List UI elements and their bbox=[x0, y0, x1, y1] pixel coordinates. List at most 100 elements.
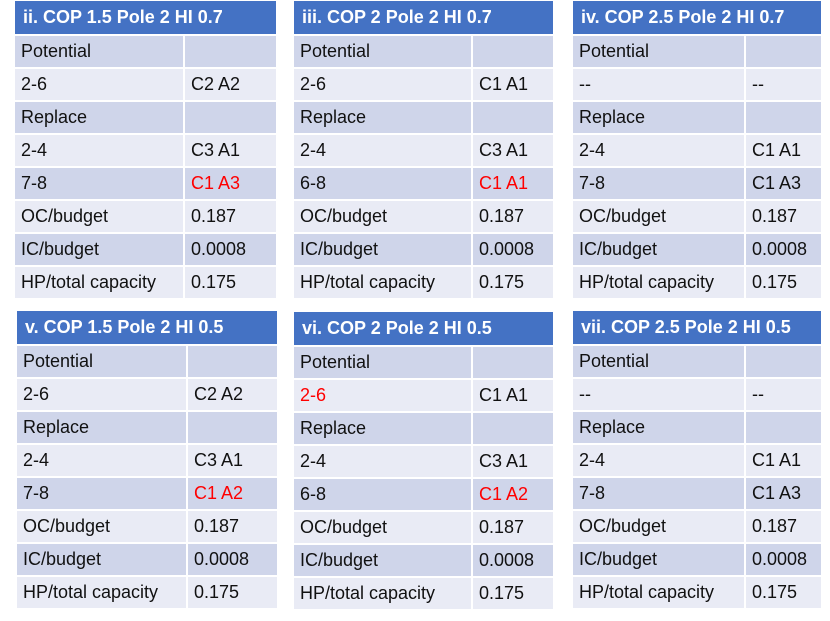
table-ii: ii. COP 1.5 Pole 2 HI 0.7 Potential 2-6 C… bbox=[15, 1, 276, 300]
row-label: Replace bbox=[294, 412, 473, 446]
row-label: 7-8 bbox=[573, 167, 746, 201]
table-title: ii. COP 1.5 Pole 2 HI 0.7 bbox=[15, 1, 276, 36]
row-value: C1 A3 bbox=[745, 167, 821, 201]
row-label: 2-4 bbox=[294, 134, 473, 168]
row-label: OC/budget bbox=[573, 200, 746, 234]
row-label: Potential bbox=[294, 35, 473, 69]
row-value: -- bbox=[745, 68, 821, 102]
row-label: IC/budget bbox=[294, 544, 473, 578]
row-label: IC/budget bbox=[17, 543, 188, 577]
table-vi: vi. COP 2 Pole 2 HI 0.5 Potential 2-6 C1 … bbox=[294, 312, 553, 611]
row-value bbox=[472, 35, 553, 69]
table-v: v. COP 1.5 Pole 2 HI 0.5 Potential 2-6 C2… bbox=[17, 311, 277, 610]
row-label: 2-4 bbox=[15, 134, 185, 168]
row-value: C1 A1 bbox=[745, 444, 821, 478]
row-label: IC/budget bbox=[573, 543, 746, 577]
row-value: C3 A1 bbox=[187, 444, 277, 478]
row-label: IC/budget bbox=[15, 233, 185, 267]
row-value: 0.187 bbox=[472, 200, 553, 234]
row-label: 6-8 bbox=[294, 167, 473, 201]
row-label: OC/budget bbox=[294, 511, 473, 545]
row-value-highlighted: C1 A2 bbox=[187, 477, 277, 511]
row-label: HP/total capacity bbox=[294, 577, 473, 611]
row-label: 2-4 bbox=[573, 444, 746, 478]
row-label: 2-4 bbox=[17, 444, 188, 478]
row-label: Potential bbox=[573, 345, 746, 379]
row-label: 7-8 bbox=[15, 167, 185, 201]
row-value: 0.175 bbox=[745, 576, 821, 610]
row-label: OC/budget bbox=[573, 510, 746, 544]
row-label: HP/total capacity bbox=[294, 266, 473, 300]
row-value: 0.175 bbox=[745, 266, 821, 300]
row-label: Replace bbox=[573, 411, 746, 445]
row-value: C1 A1 bbox=[472, 68, 553, 102]
row-value: C2 A2 bbox=[184, 68, 276, 102]
row-label: 6-8 bbox=[294, 478, 473, 512]
table-vii: vii. COP 2.5 Pole 2 HI 0.5 Potential -- -… bbox=[573, 311, 821, 610]
row-value: 0.0008 bbox=[184, 233, 276, 267]
row-label: Potential bbox=[15, 35, 185, 69]
row-value bbox=[745, 345, 821, 379]
row-label: IC/budget bbox=[294, 233, 473, 267]
table-title: iv. COP 2.5 Pole 2 HI 0.7 bbox=[573, 1, 821, 36]
row-label: 7-8 bbox=[573, 477, 746, 511]
row-label: Replace bbox=[17, 411, 188, 445]
row-value: 0.175 bbox=[184, 266, 276, 300]
row-value: 0.0008 bbox=[472, 233, 553, 267]
row-value bbox=[187, 345, 277, 379]
row-value: 0.0008 bbox=[187, 543, 277, 577]
table-iii: iii. COP 2 Pole 2 HI 0.7 Potential 2-6 C1… bbox=[294, 1, 553, 300]
table-title: vii. COP 2.5 Pole 2 HI 0.5 bbox=[573, 311, 821, 346]
row-value-highlighted: C1 A2 bbox=[472, 478, 553, 512]
row-value: 0.187 bbox=[184, 200, 276, 234]
row-value: 0.175 bbox=[472, 266, 553, 300]
row-value-highlighted: C1 A1 bbox=[472, 167, 553, 201]
row-value: C3 A1 bbox=[472, 445, 553, 479]
table-title: iii. COP 2 Pole 2 HI 0.7 bbox=[294, 1, 553, 36]
row-value: 0.0008 bbox=[745, 543, 821, 577]
row-label: HP/total capacity bbox=[573, 266, 746, 300]
row-value: C3 A1 bbox=[184, 134, 276, 168]
row-label: Replace bbox=[573, 101, 746, 135]
row-label: 2-4 bbox=[573, 134, 746, 168]
row-label: HP/total capacity bbox=[17, 576, 188, 610]
row-value: C1 A3 bbox=[745, 477, 821, 511]
row-value: C3 A1 bbox=[472, 134, 553, 168]
row-value bbox=[745, 411, 821, 445]
row-label: OC/budget bbox=[294, 200, 473, 234]
table-title: v. COP 1.5 Pole 2 HI 0.5 bbox=[17, 311, 277, 346]
row-label: 2-6 bbox=[17, 378, 188, 412]
row-value: 0.187 bbox=[472, 511, 553, 545]
row-label: Replace bbox=[294, 101, 473, 135]
row-value: 0.175 bbox=[472, 577, 553, 611]
row-value: 0.175 bbox=[187, 576, 277, 610]
row-label: HP/total capacity bbox=[573, 576, 746, 610]
table-iv: iv. COP 2.5 Pole 2 HI 0.7 Potential -- --… bbox=[573, 1, 821, 300]
row-value: 0.187 bbox=[187, 510, 277, 544]
row-label: OC/budget bbox=[15, 200, 185, 234]
row-value: -- bbox=[745, 378, 821, 412]
row-label-highlighted: 2-6 bbox=[294, 379, 473, 413]
row-value bbox=[472, 346, 553, 380]
row-label: Replace bbox=[15, 101, 185, 135]
row-value: 0.187 bbox=[745, 200, 821, 234]
row-value-highlighted: C1 A3 bbox=[184, 167, 276, 201]
row-label: OC/budget bbox=[17, 510, 188, 544]
row-value bbox=[745, 35, 821, 69]
row-label: 2-6 bbox=[294, 68, 473, 102]
row-value: C2 A2 bbox=[187, 378, 277, 412]
row-value bbox=[472, 101, 553, 135]
row-value: C1 A1 bbox=[472, 379, 553, 413]
row-label: Potential bbox=[573, 35, 746, 69]
row-label: 7-8 bbox=[17, 477, 188, 511]
row-label: IC/budget bbox=[573, 233, 746, 267]
row-label: -- bbox=[573, 378, 746, 412]
row-value: 0.0008 bbox=[745, 233, 821, 267]
row-label: 2-4 bbox=[294, 445, 473, 479]
row-value: 0.0008 bbox=[472, 544, 553, 578]
row-label: HP/total capacity bbox=[15, 266, 185, 300]
row-value bbox=[745, 101, 821, 135]
table-title: vi. COP 2 Pole 2 HI 0.5 bbox=[294, 312, 553, 347]
row-value bbox=[472, 412, 553, 446]
row-value bbox=[184, 101, 276, 135]
